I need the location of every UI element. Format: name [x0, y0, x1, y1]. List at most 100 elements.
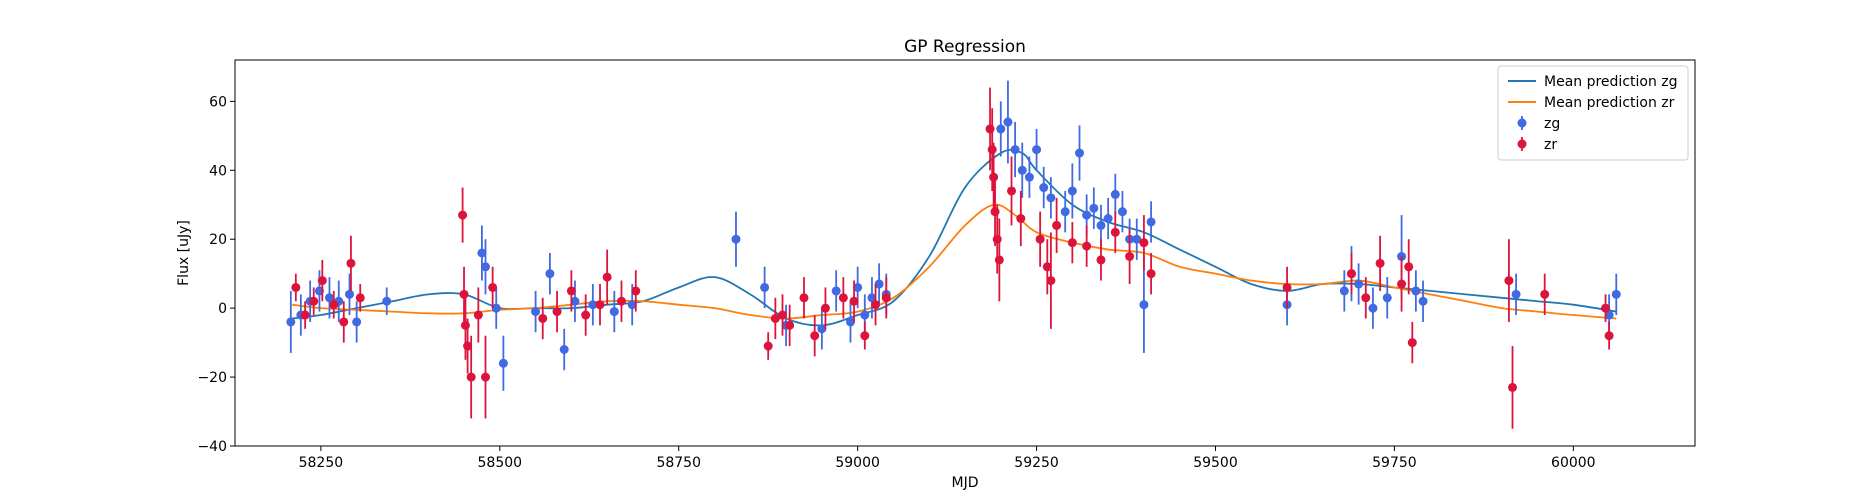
legend-label: zg [1544, 116, 1560, 132]
point-zr [339, 301, 349, 343]
point-zg [570, 280, 580, 322]
legend-swatch [1517, 118, 1527, 128]
point-zg [1046, 177, 1056, 219]
marker-zr [1397, 279, 1407, 289]
point-zg [1418, 280, 1428, 322]
point-zg [1103, 197, 1113, 240]
y-tick-label: −20 [197, 370, 227, 386]
point-zr [480, 335, 490, 419]
point-zg [480, 239, 490, 295]
point-zr [291, 273, 301, 302]
point-zr [602, 249, 612, 305]
point-zr [1508, 346, 1517, 429]
point-zr [1082, 225, 1092, 267]
point-zg [1110, 173, 1120, 216]
point-zg [1611, 273, 1621, 316]
point-zr [770, 297, 780, 340]
chart-title: GP Regression [904, 37, 1026, 57]
point-zr [810, 315, 820, 357]
points-layer [286, 80, 1621, 429]
point-zg [1382, 277, 1392, 319]
point-zr [778, 294, 787, 336]
marker-zg [477, 248, 487, 258]
point-zr [1067, 221, 1077, 264]
marker-zg [867, 293, 877, 303]
point-zg [588, 284, 598, 326]
legend-label: Mean prediction zg [1544, 74, 1678, 90]
marker-zr [1110, 227, 1120, 237]
point-zr [616, 280, 626, 322]
point-zg [874, 263, 884, 305]
point-zr [488, 266, 498, 309]
marker-zg [491, 303, 501, 313]
marker-zr [778, 310, 787, 320]
lines-layer [292, 148, 1617, 327]
marker-zr [849, 296, 859, 306]
legend-item: Mean prediction zr [1508, 95, 1675, 111]
marker-zg [1604, 310, 1614, 320]
point-zr [1282, 266, 1292, 309]
marker-zg [1096, 220, 1106, 230]
marker-zr [355, 293, 365, 303]
marker-zg [1139, 300, 1149, 310]
point-zr [581, 294, 591, 336]
plot-frame [234, 59, 1696, 447]
point-zr [346, 235, 356, 291]
marker-zg [1339, 286, 1349, 296]
marker-zg [570, 296, 580, 306]
marker-zg [845, 317, 855, 327]
point-zg [1039, 166, 1049, 209]
point-zr [1404, 239, 1414, 295]
point-zr [458, 187, 468, 243]
point-zg [1139, 256, 1149, 353]
point-zg [817, 308, 827, 350]
point-zr [300, 301, 310, 329]
point-zg [1368, 287, 1378, 329]
marker-zg [1003, 117, 1013, 127]
point-zr [566, 270, 576, 312]
marker-zr [1035, 234, 1045, 244]
marker-zr [1007, 186, 1017, 196]
point-zr [1110, 211, 1120, 253]
marker-zr [810, 331, 820, 341]
point-zr [463, 318, 473, 374]
point-zg [1075, 125, 1085, 181]
marker-zr [994, 255, 1004, 265]
point-zr [473, 287, 483, 343]
point-zg [1132, 218, 1142, 260]
point-zr [820, 287, 830, 329]
point-zr [1042, 239, 1052, 295]
marker-zg [996, 124, 1006, 134]
marker-zg [1110, 189, 1120, 199]
marker-zg [817, 324, 827, 334]
point-zr [871, 284, 881, 326]
point-zg [1017, 142, 1027, 198]
y-axis-title: Flux [uJy] [176, 220, 192, 286]
marker-zr [1361, 293, 1371, 303]
marker-zg [1117, 207, 1127, 217]
point-zg [1060, 190, 1070, 233]
point-zr [1125, 228, 1135, 285]
point-zr [1361, 277, 1371, 319]
point-zg [609, 290, 619, 333]
marker-zg [1024, 172, 1034, 182]
y-tick-label: 0 [218, 301, 227, 317]
x-tick-label: 58250 [299, 455, 344, 471]
marker-zr [1067, 238, 1077, 248]
marker-zg [324, 293, 334, 303]
marker-zg [1132, 234, 1142, 244]
point-zg [731, 211, 741, 267]
marker-zg [1046, 193, 1056, 203]
marker-zg [1089, 203, 1099, 213]
marker-zr [459, 289, 469, 299]
x-tick-label: 58500 [478, 455, 523, 471]
marker-zg [1017, 165, 1027, 175]
marker-zg [1354, 279, 1364, 289]
marker-zg [588, 300, 598, 310]
marker-zg [382, 296, 392, 306]
marker-zr [339, 317, 349, 327]
marker-zr [1052, 220, 1062, 230]
marker-zr [466, 372, 476, 382]
point-zg [867, 277, 877, 319]
y-tick-label: 20 [209, 232, 227, 248]
